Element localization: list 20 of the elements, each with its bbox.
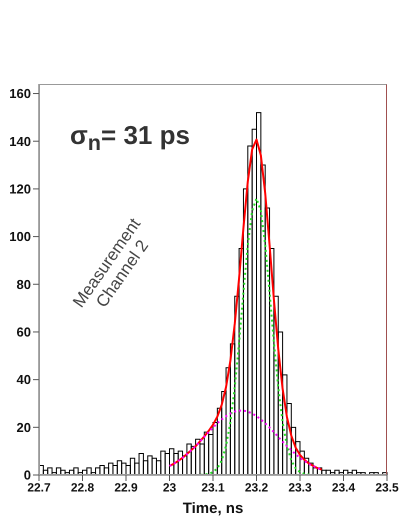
y-tick-label: 120 [9, 182, 31, 197]
y-tick-label: 60 [16, 324, 31, 340]
y-tick-label: 160 [9, 86, 31, 102]
x-tick-label: 22.9 [114, 480, 138, 495]
x-tick-label: 23.1 [201, 480, 225, 495]
x-tick-label: 23.5 [375, 480, 399, 495]
y-tick-label: 80 [16, 276, 31, 292]
x-tick-label: 23.4 [332, 480, 356, 495]
x-tick-label: 23.3 [288, 480, 312, 495]
x-tick-label: 22.7 [27, 480, 51, 495]
x-axis-title: Time, ns [182, 500, 244, 517]
annotation: σ$_{n}$= 31 ps [70, 120, 190, 156]
x-tick-label: 22.8 [70, 480, 94, 495]
y-tick-label: 40 [16, 372, 31, 388]
x-tick-label: 23 [162, 480, 176, 495]
y-tick-label: 140 [9, 134, 31, 149]
x-tick-label: 23.2 [244, 480, 268, 495]
y-tick-label: 0 [24, 468, 31, 483]
y-tick-label: 100 [9, 229, 31, 244]
y-tick-label: 20 [16, 420, 31, 435]
